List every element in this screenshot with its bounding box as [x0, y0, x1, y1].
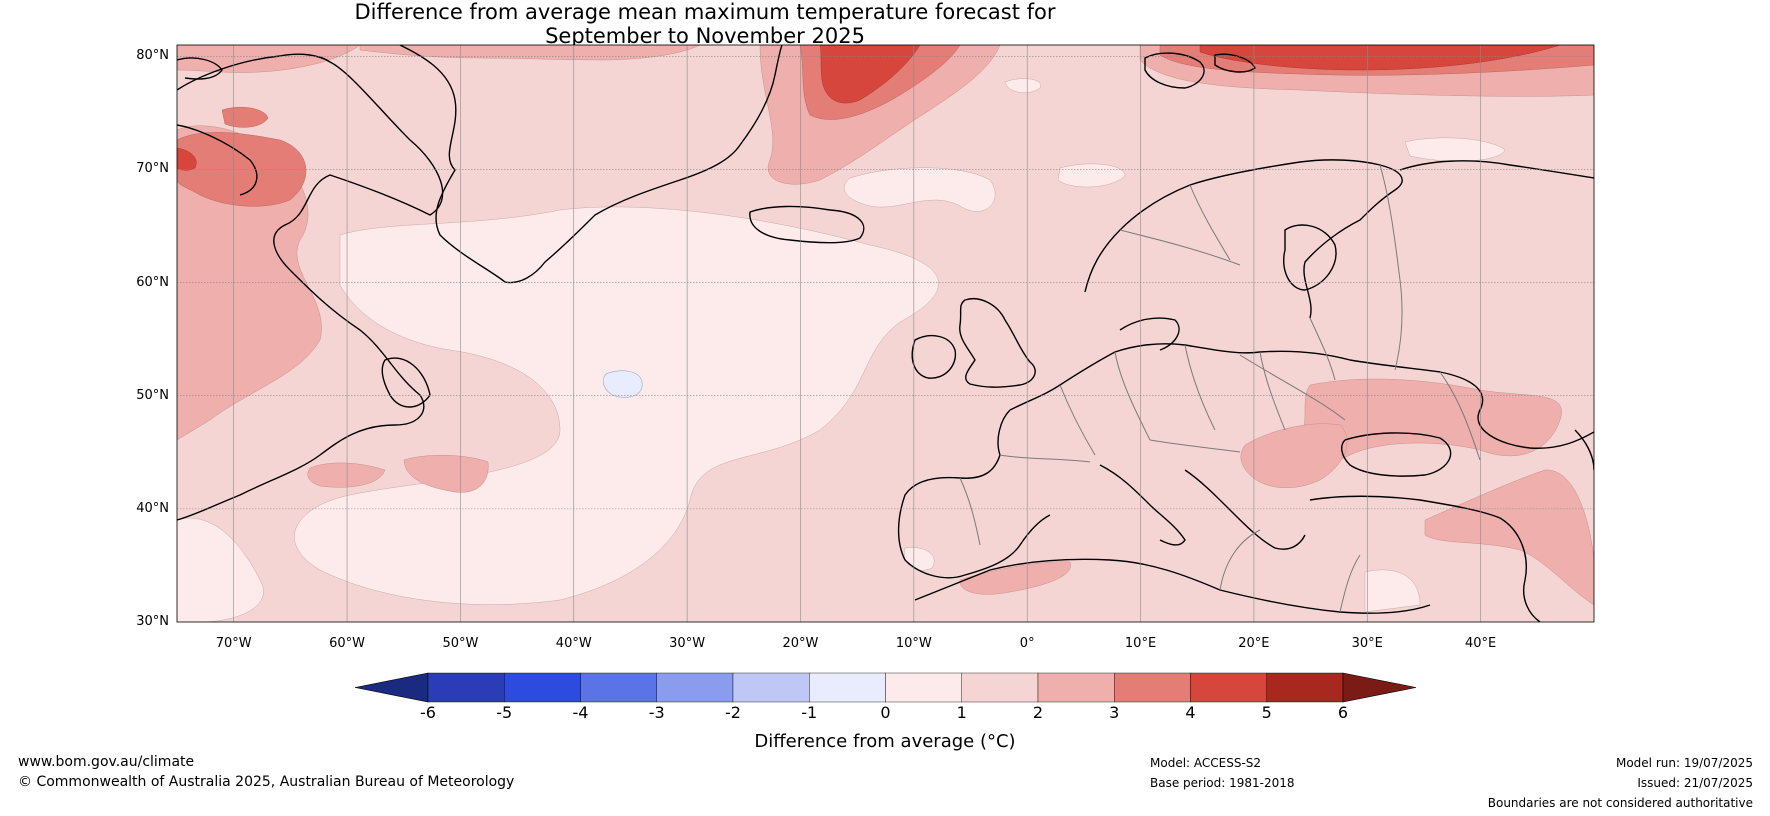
longitude-label: 50°W: [442, 636, 479, 651]
coastline-russia-north: [1399, 160, 1594, 179]
longitude-label: 40°E: [1464, 636, 1497, 651]
colorbar-tick-label: -4: [572, 703, 589, 722]
longitude-label: 20°E: [1238, 636, 1270, 651]
anomaly-region-0-1-southwest: [177, 517, 264, 622]
latitude-label: 30°N: [136, 614, 169, 629]
coastline-north-america: [177, 53, 444, 521]
anomaly-region-minus1-0: [603, 370, 643, 398]
anomaly-region-2-3-balkans: [1240, 423, 1348, 489]
coastline-svalbard: [1144, 52, 1205, 89]
longitude-label: 40°W: [555, 636, 592, 651]
anomaly-region-0-1-barents: [1404, 137, 1506, 162]
longitude-label: 20°W: [782, 636, 819, 651]
anomaly-region-2-3-atlantic-a: [403, 454, 489, 493]
longitude-label: 10°E: [1124, 636, 1157, 651]
coastline-great-britain: [959, 298, 1036, 388]
map-title-line2: September to November 2025: [545, 24, 865, 48]
coastline-baffin-islands: [177, 57, 258, 196]
latitude-label: 80°N: [136, 48, 169, 64]
colorbar-tick-label: -3: [648, 703, 665, 722]
coastline-baltic: [1283, 224, 1337, 291]
anomaly-region-0-1-atlantic: [294, 206, 939, 605]
colorbar-segment: [885, 672, 962, 703]
footer-model: Model: ACCESS-S2: [1150, 756, 1262, 770]
colorbar-segment: [1266, 672, 1344, 703]
coastline-greenland: [399, 45, 783, 284]
colorbar-tick-label: -5: [496, 703, 513, 722]
colorbar-arrow-low: [354, 672, 429, 703]
colorbar-tick-label: -6: [420, 703, 436, 722]
footer-disclaimer: Boundaries are not considered authoritat…: [1487, 796, 1753, 810]
colorbar-tick-label: -1: [801, 703, 818, 722]
latitude-label: 40°N: [136, 500, 169, 516]
graticule: [177, 45, 1594, 622]
footer-copyright: © Commonwealth of Australia 2025, Austra…: [18, 774, 515, 790]
colorbar-segment: [732, 672, 810, 703]
coastline-franz-josef: [1214, 53, 1256, 73]
coastline-balkans-greece: [1184, 469, 1306, 550]
colorbar-segment: [1037, 672, 1115, 703]
colorbar-segment: [1190, 672, 1267, 703]
colorbar-segment: [809, 672, 886, 703]
longitude-label: 30°W: [669, 636, 706, 651]
anomaly-region-4-5-greenland-north: [819, 45, 921, 104]
anomaly-region-4-5-baffin: [177, 147, 197, 171]
footer-website: www.bom.gov.au/climate: [18, 754, 195, 770]
footer-model-run: Model run: 19/07/2025: [1615, 756, 1753, 770]
map-title-line1: Difference from average mean maximum tem…: [354, 0, 1056, 24]
anomaly-region-0-1-svalbard: [1004, 78, 1041, 94]
colorbar-tick-label: 6: [1337, 703, 1349, 722]
colorbar-tick-label: 1: [956, 703, 967, 722]
longitude-label: 10°W: [895, 636, 932, 651]
anomaly-region-2-3-north-africa: [959, 561, 1071, 595]
longitude-label: 60°W: [329, 636, 365, 651]
colorbar-tick-label: 2: [1032, 703, 1044, 722]
latitude-label: 60°N: [136, 274, 169, 290]
coastline-newfoundland: [381, 357, 431, 408]
latitude-label: 70°N: [136, 161, 169, 177]
anomaly-region-2-3-atlantic-b: [307, 462, 386, 488]
longitude-label: 30°E: [1351, 636, 1383, 651]
colorbar-arrow-high: [1342, 672, 1417, 703]
colorbar-segment: [961, 672, 1039, 703]
colorbar-tick-label: 4: [1185, 703, 1196, 722]
colorbar-title: Difference from average (°C): [754, 731, 1016, 752]
colorbar-tick-label: -2: [725, 703, 741, 722]
coastline-italy: [1099, 464, 1186, 546]
coastline-iceland: [749, 205, 865, 244]
coastlines: [177, 45, 1594, 622]
footer-base-period: Base period: 1981-2018: [1150, 776, 1295, 790]
colorbar: [354, 672, 1417, 703]
coastline-turkey-levant: [1309, 495, 1541, 622]
longitude-label: 0°: [1019, 636, 1035, 651]
colorbar-tick-label: 0: [880, 703, 891, 722]
anomaly-region-0-1-egypt: [1364, 569, 1421, 613]
map-title: Difference from average mean maximum tem…: [0, 0, 1410, 48]
longitude-label: 70°W: [215, 636, 252, 651]
colorbar-tick-label: 5: [1261, 703, 1272, 722]
colorbar-segment: [1114, 672, 1191, 703]
anomaly-region-0-1-north: [844, 167, 996, 212]
country-borders: [959, 164, 1481, 613]
colorbar-segment: [656, 672, 734, 703]
anomaly-region-2-3-baffin: [177, 45, 361, 73]
footer-issued: Issued: 21/07/2025: [1637, 776, 1753, 790]
anomaly-region-4-5-arctic-east: [1199, 45, 1561, 71]
colorbar-segment: [427, 672, 505, 703]
coastline-france-iberia: [897, 409, 1051, 579]
colorbar-segment: [504, 672, 581, 703]
latitude-label: 50°N: [136, 387, 169, 403]
coastline-north-africa: [914, 558, 1431, 614]
colorbar-tick-label: 3: [1109, 703, 1120, 722]
coastline-continental-europe: [1009, 343, 1594, 449]
map-frame: [176, 44, 1595, 623]
colorbar-segment: [580, 672, 657, 703]
coastline-black-sea: [1341, 432, 1452, 477]
